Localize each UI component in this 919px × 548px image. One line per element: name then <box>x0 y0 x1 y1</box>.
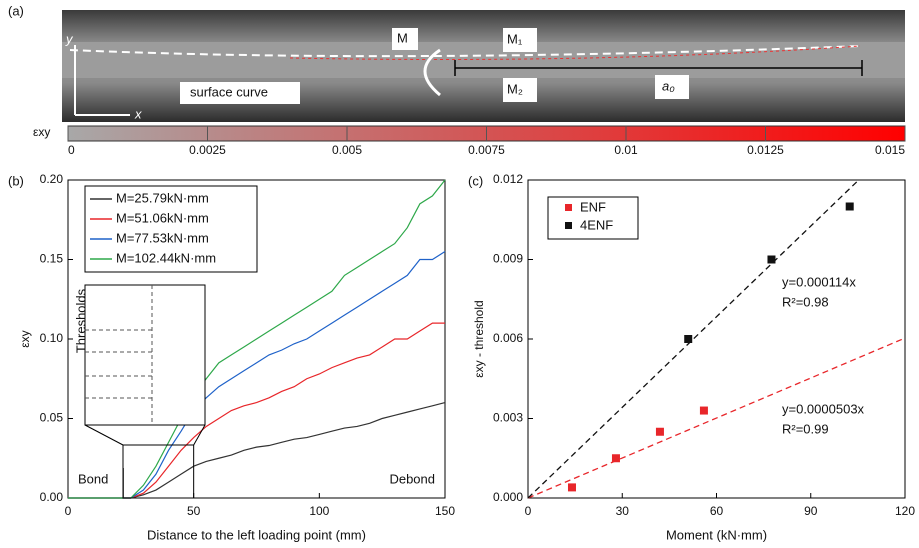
point <box>684 335 693 343</box>
point <box>845 202 854 211</box>
annotation: x <box>134 106 142 121</box>
surface-curve <box>69 45 861 58</box>
y-tick-label: 0.000 <box>493 490 523 504</box>
x-tick-label: 100 <box>309 504 329 518</box>
x-tick-label: 50 <box>187 504 201 518</box>
colorbar-label: εxy <box>33 125 50 139</box>
y-tick-label: 0.10 <box>40 331 64 345</box>
point <box>699 406 708 415</box>
annotation: Debond <box>389 471 435 486</box>
fit-line <box>527 179 860 499</box>
x-tick-label: 60 <box>710 504 724 518</box>
inset-connector <box>193 424 206 446</box>
fit-r2: R²=0.98 <box>782 294 829 309</box>
colorbar-tick-label: 0.0125 <box>747 143 784 157</box>
colorbar-tick-label: 0.005 <box>332 143 362 157</box>
annotation: y <box>65 31 74 46</box>
annotation: a₀ <box>662 78 675 93</box>
moment-arrow <box>423 48 441 97</box>
legend-label: ENF <box>580 199 606 214</box>
fit-equation: y=0.0000503x <box>782 401 865 416</box>
zoom-box <box>122 444 195 499</box>
annotation: M₁ <box>507 31 523 46</box>
panel-label: (b) <box>8 173 24 188</box>
annotation: M₂ <box>507 81 523 96</box>
x-tick-label: 150 <box>435 504 455 518</box>
x-tick-label: 0 <box>65 504 72 518</box>
fit-equation: y=0.000114x <box>782 274 856 289</box>
legend-label: M=77.53kN·mm <box>116 230 209 245</box>
colorbar-tick-label: 0.01 <box>614 143 638 157</box>
y-axis-title: εxy - threshold <box>472 300 486 377</box>
annotation: M <box>397 30 408 45</box>
legend <box>547 196 639 240</box>
y-axis-title: εxy <box>18 330 32 347</box>
y-tick-label: 0.009 <box>493 252 523 266</box>
annotation: Bond <box>78 471 108 486</box>
y-tick-label: 0.006 <box>493 331 523 345</box>
annotation: surface curve <box>190 84 268 99</box>
fit-line <box>527 337 906 499</box>
y-tick-label: 0.15 <box>40 252 64 266</box>
point <box>655 427 664 436</box>
label-box <box>503 78 537 102</box>
x-tick-label: 120 <box>895 504 915 518</box>
y-tick-label: 0.00 <box>40 490 64 504</box>
colorbar-tick-label: 0.0075 <box>468 143 505 157</box>
x-axis-title: Moment (kN·mm) <box>666 527 767 542</box>
x-tick-label: 30 <box>616 504 630 518</box>
panel-label: (a) <box>8 3 24 18</box>
x-axis-title: Distance to the left loading point (mm) <box>147 527 366 542</box>
label-box <box>180 82 300 104</box>
y-tick-label: 0.012 <box>493 172 523 186</box>
label-box <box>655 75 689 99</box>
inset <box>84 284 206 426</box>
colorbar-tick-label: 0.0025 <box>189 143 226 157</box>
legend-swatch <box>565 204 572 211</box>
legend-label: M=102.44kN·mm <box>116 250 216 265</box>
legend-label: 4ENF <box>580 217 613 232</box>
label-box <box>392 28 418 50</box>
legend-label: M=51.06kN·mm <box>116 210 209 225</box>
y-tick-label: 0.20 <box>40 172 64 186</box>
red-curve <box>289 45 861 60</box>
colorbar-tick-label: 0 <box>68 143 75 157</box>
point <box>611 454 620 463</box>
legend-label: M=25.79kN·mm <box>116 190 209 205</box>
fit-r2: R²=0.99 <box>782 421 829 436</box>
annotation: Thresholds <box>73 288 88 353</box>
point <box>767 255 776 264</box>
legend-swatch <box>565 222 572 229</box>
point <box>567 483 576 492</box>
colorbar-tick-label: 0.015 <box>875 143 905 157</box>
x-tick-label: 90 <box>804 504 818 518</box>
legend <box>84 185 258 273</box>
inset-connector <box>84 424 124 446</box>
specimen <box>62 42 905 78</box>
y-tick-label: 0.003 <box>493 411 523 425</box>
y-tick-label: 0.05 <box>40 411 64 425</box>
panel-label: (c) <box>468 173 483 188</box>
label-box <box>503 28 537 52</box>
x-tick-label: 0 <box>525 504 532 518</box>
